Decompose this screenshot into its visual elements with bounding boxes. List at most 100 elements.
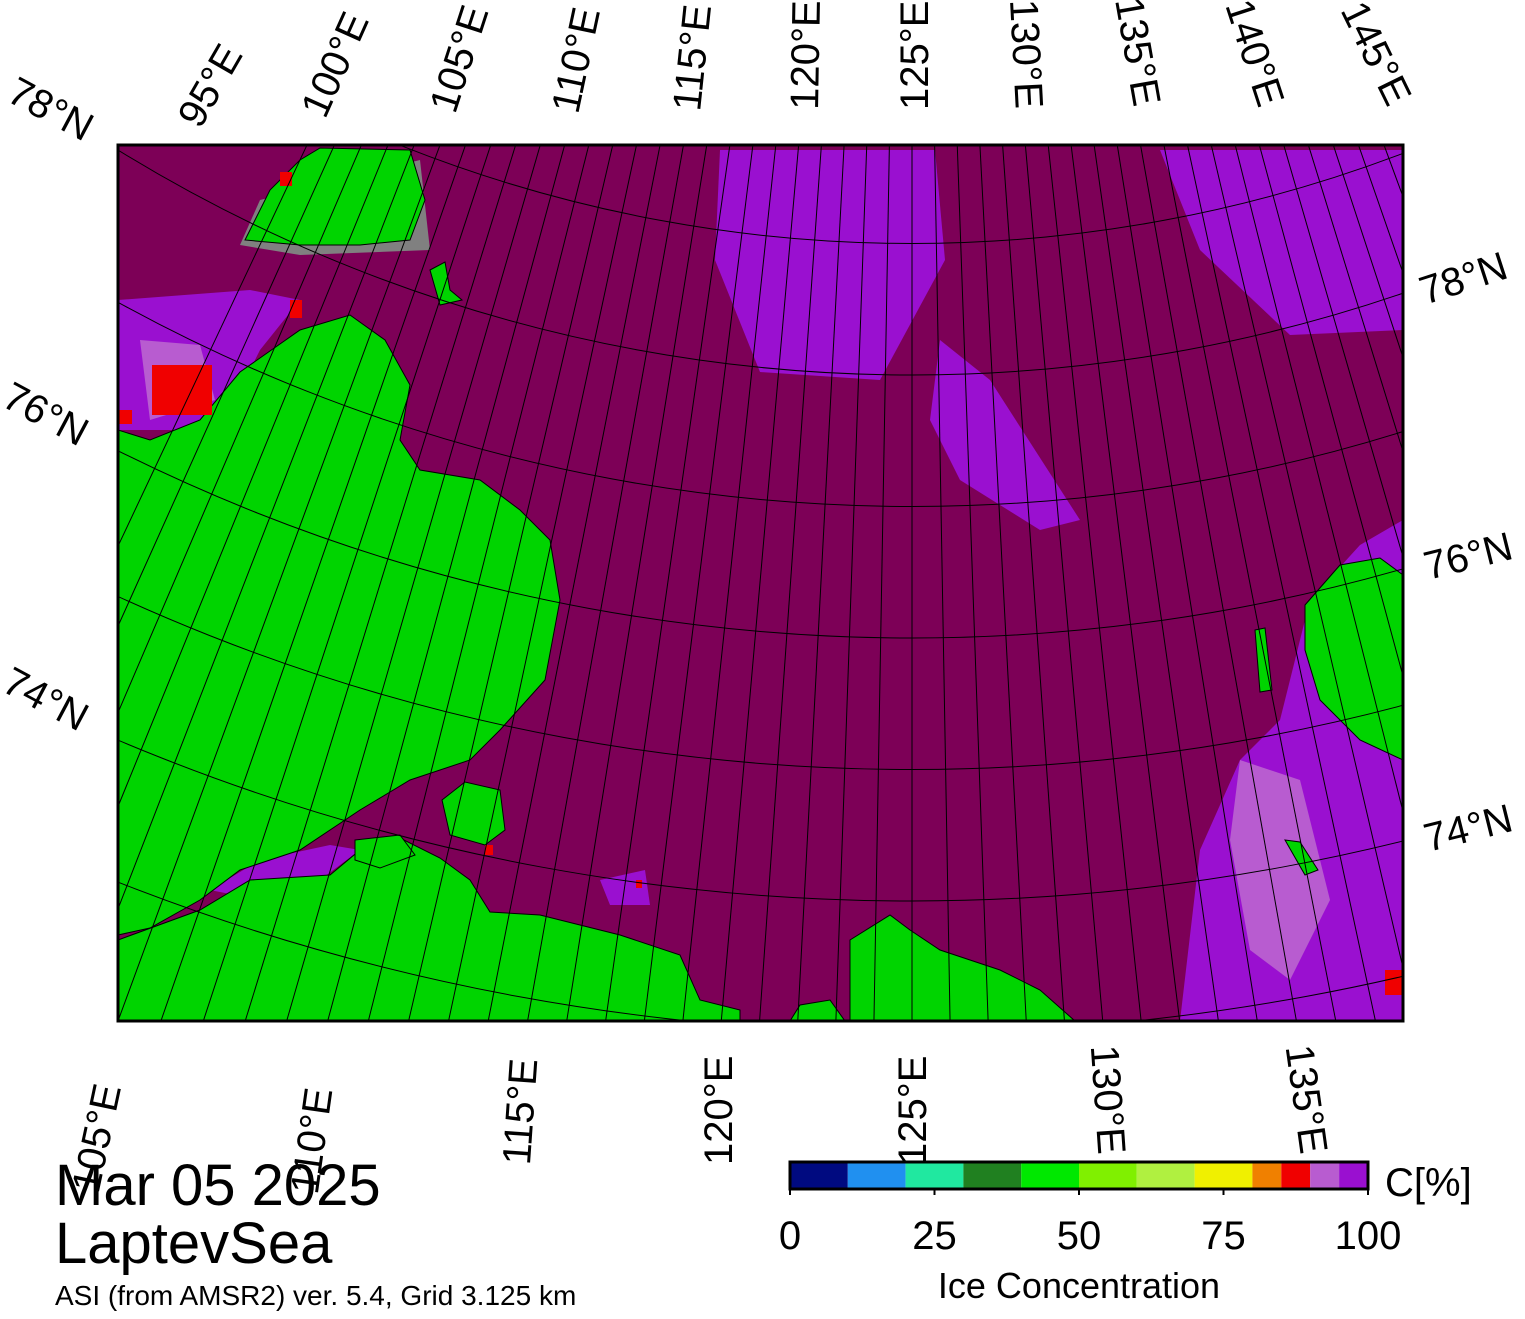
map-frame [116, 143, 1405, 1023]
meridian [979, 145, 1027, 1021]
colorbar-bin [1252, 1162, 1282, 1189]
lon-label: 120°E [783, 0, 829, 110]
colorbar-bin [1136, 1162, 1195, 1189]
colorbar-bin [847, 1162, 906, 1189]
meridian [1047, 145, 1142, 1021]
colorbar-bin [905, 1162, 964, 1189]
lat-label: 74°N [1420, 796, 1517, 860]
meridian [367, 145, 590, 1021]
top-labels: 95°E 100°E 105°E 110°E 115°E 120°E 125°E… [170, 0, 1420, 135]
meridian [682, 145, 777, 1021]
lon-label: 95°E [170, 37, 252, 134]
lon-label: 140°E [1216, 0, 1292, 112]
colorbar-title: Ice Concentration [938, 1265, 1220, 1306]
colorbar-tick-label: 25 [912, 1214, 957, 1258]
colorbar-bin [1310, 1162, 1340, 1189]
colorbar-bin [1079, 1162, 1137, 1189]
meridian [1070, 145, 1181, 1021]
meridian [286, 145, 541, 1021]
lat-label: 76°N [1420, 524, 1517, 588]
colorbar-bin [1339, 1162, 1368, 1189]
lon-label: 135°E [1106, 0, 1168, 109]
lat-label: 76°N [0, 374, 95, 455]
colorbar-bin [963, 1162, 1022, 1189]
meridian [118, 145, 389, 808]
lon-label: 115°E [495, 1057, 546, 1166]
meridian [1402, 0, 1525, 1032]
colorbar-bin [790, 1162, 848, 1189]
lon-label: 105°E [422, 0, 498, 118]
meridian [797, 145, 845, 1021]
right-labels: 78°N 76°N 74°N [1414, 244, 1517, 861]
meridian [1093, 145, 1219, 1021]
meridian [118, 145, 415, 911]
parallel [398, 145, 1403, 244]
meridian [566, 145, 708, 1021]
lon-label: 110°E [544, 4, 609, 117]
colorbar-bin [1194, 1162, 1253, 1189]
land [118, 147, 1403, 1021]
meridian [327, 145, 566, 1021]
meridian [408, 145, 614, 1021]
lon-label: 130°E [1082, 1044, 1134, 1156]
meridian [759, 145, 822, 1021]
meridian [1307, 145, 1403, 454]
meridian [118, 145, 441, 1021]
lat-label: 74°N [0, 659, 95, 740]
lon-label: 100°E [293, 6, 378, 124]
meridian [1492, 0, 1525, 934]
meridian [1002, 145, 1065, 1021]
meridian [605, 145, 731, 1021]
colorbar-tick-label: 0 [779, 1214, 801, 1258]
parallel [118, 149, 1403, 376]
meridian [720, 145, 800, 1021]
lat-label: 78°N [1414, 244, 1513, 313]
meridian [487, 145, 661, 1021]
meridian [1024, 145, 1104, 1021]
meridian [448, 145, 638, 1021]
meridian [118, 145, 308, 548]
region: LaptevSea [55, 1211, 333, 1276]
colorbar-tick-label: 50 [1057, 1214, 1102, 1258]
meridian [1332, 145, 1403, 360]
lon-label: 145°E [1332, 0, 1420, 112]
lon-label: 130°E [1001, 0, 1051, 110]
lon-label: 125°E [891, 1056, 935, 1165]
meridian [934, 145, 951, 1021]
meridian [835, 145, 868, 1021]
meridian [1420, 0, 1525, 1014]
meridian [643, 145, 754, 1021]
low-concentration [118, 172, 1403, 995]
meridian [527, 145, 684, 1021]
meridian [1116, 145, 1258, 1021]
meridian [1509, 0, 1525, 912]
colorbar-tick-label: 100 [1335, 1214, 1402, 1258]
meridian [118, 145, 335, 628]
date: Mar 05 2025 [55, 1153, 381, 1218]
meridian [1210, 145, 1403, 970]
source: ASI (from AMSR2) ver. 5.4, Grid 3.125 km [55, 1280, 576, 1311]
lon-label: 115°E [665, 2, 720, 112]
meridian [873, 145, 890, 1021]
meridian [1163, 145, 1337, 1021]
lon-label: 120°E [697, 1056, 741, 1165]
meridian [202, 145, 492, 1021]
meridian [244, 145, 517, 1021]
meridian [1140, 145, 1297, 1021]
lat-label: 78°N [1, 69, 101, 150]
colorbar-unit: C[%] [1385, 1161, 1472, 1205]
colorbar-bin [1281, 1162, 1311, 1189]
meridian [1258, 145, 1403, 678]
meridian [956, 145, 989, 1021]
colorbar: 0 25 50 75 100 [779, 1160, 1402, 1258]
meridian [1283, 145, 1403, 559]
colorbar-bin [1021, 1162, 1079, 1189]
meridian [118, 145, 362, 714]
parallel [118, 301, 1403, 507]
meridian [1234, 145, 1403, 814]
meridian [1186, 145, 1376, 1021]
lon-label: 125°E [893, 1, 937, 110]
